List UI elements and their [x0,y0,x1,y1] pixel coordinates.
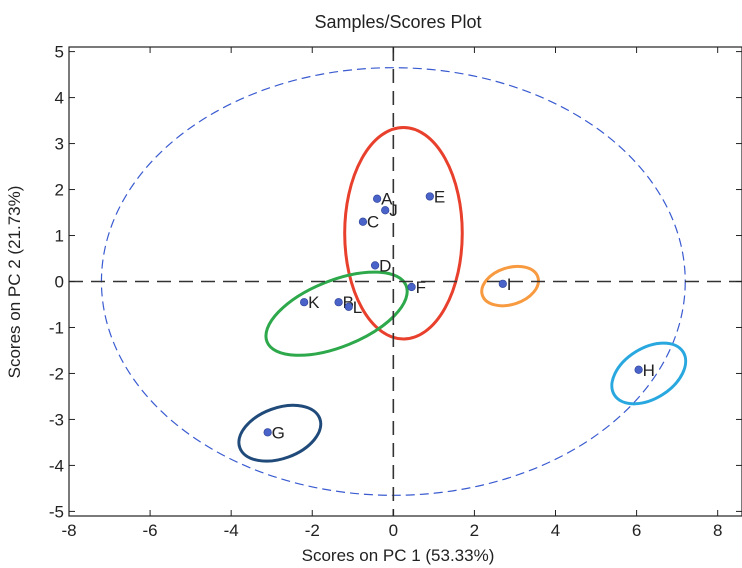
y-axis-title: Scores on PC 2 (21.73%) [5,186,24,379]
group-ellipse [480,264,540,308]
x-tick-label: -2 [305,521,320,540]
point-label: I [507,275,512,294]
zero-lines [69,47,742,516]
y-tick-label: 2 [55,181,64,200]
data-point [634,365,643,374]
point-label: E [434,187,445,206]
y-tick-label: 3 [55,135,64,154]
data-point [407,282,416,292]
x-tick-label: 2 [470,521,479,540]
x-tick-label: 0 [389,521,398,540]
points-layer: AJC E D F K BL I H G [263,187,655,442]
data-point [358,217,368,226]
point-label: F [416,278,426,297]
point-label: A [381,190,393,209]
x-tick-label: 8 [713,521,722,540]
x-tick-label: -6 [143,521,158,540]
y-tick-label: -4 [49,456,64,475]
y-tick-label: 1 [55,227,64,246]
y-tick-label: -5 [49,502,64,521]
point-label: L [353,298,362,317]
y-tick-label: -1 [49,318,64,337]
y-tick-label: -2 [49,364,64,383]
group-ellipse [264,270,409,357]
x-tick-label: 6 [632,521,641,540]
point-label: H [643,361,655,380]
x-axis-title: Scores on PC 1 (53.33%) [302,546,495,565]
point-label: K [308,293,320,312]
data-point [370,261,380,270]
group-ellipse [237,403,323,463]
y-tick-label: 4 [55,89,64,108]
y-tick-label: 0 [55,273,64,292]
point-label: J [389,201,398,220]
x-tick-label: -4 [224,521,239,540]
data-point [381,206,390,215]
y-tick-label: 5 [55,43,64,62]
x-tick-label: 4 [551,521,560,540]
x-tick-label: -8 [61,521,76,540]
data-point [344,302,353,311]
data-point [300,298,309,307]
data-point [263,428,272,437]
chart-title: Samples/Scores Plot [314,12,481,32]
group-ellipse [610,341,688,406]
point-label: G [272,423,285,442]
data-point [334,298,343,307]
group-ellipse [343,125,464,341]
point-label: B [343,293,354,312]
y-tick-label: -3 [49,410,64,429]
ticks-layer: -8 -6 -4 -2 0 2 4 6 8 -5 -4 -3 -2 -1 0 1 2 3 4 5 [49,43,742,540]
data-point [498,279,507,288]
data-point [373,194,382,203]
point-label: C [367,213,379,232]
data-point [425,192,434,201]
point-label: D [379,256,391,275]
